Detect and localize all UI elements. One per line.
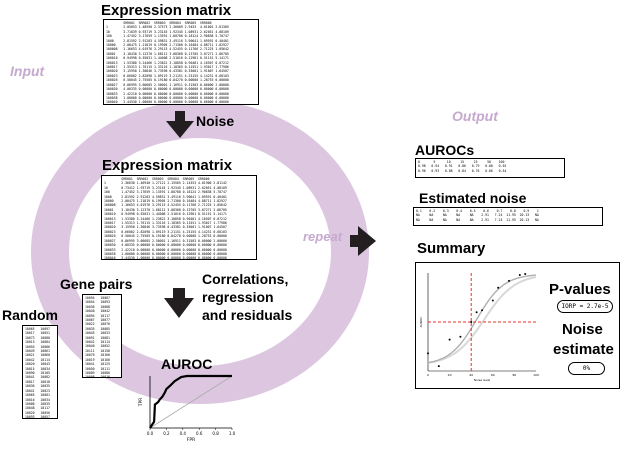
input-label: Input: [10, 63, 45, 79]
estimated-noise-title: Estimated noise: [419, 190, 527, 206]
summary-x-tick-label: 40: [469, 373, 473, 377]
aurocs-table: 0 5 10 15 25 50 100 0.98 0.94 0.91 0.86 …: [418, 160, 507, 173]
summary-fit-curve-light: [427, 276, 537, 364]
summary-point: [524, 272, 527, 275]
p-value-pill: IORP = 2.7e-5: [557, 300, 613, 313]
summary-point: [448, 338, 451, 341]
summary-point: [459, 335, 462, 338]
summary-point: [427, 352, 429, 355]
expression-matrix-top: SRR001 SRR002 SRR003 SRR004 SRR005 SRR00…: [103, 19, 259, 105]
summary-x-tick-label: 100: [533, 373, 539, 377]
roc-x-tick-label: 0.6: [196, 431, 203, 436]
noise-arrow: [166, 111, 194, 138]
random-title: Random: [2, 307, 58, 323]
noise-estimate-line1: Noise: [562, 321, 603, 338]
gene-pairs-list: 10094 10087 10054 10093 10036 10088 1004…: [82, 294, 122, 378]
roc-random-line: [149, 375, 233, 429]
roc-x-label: FPR: [187, 437, 195, 442]
gene-pairs-table: 10094 10087 10054 10093 10036 10088 1004…: [85, 296, 110, 378]
summary-point: [497, 286, 500, 289]
summary-point: [491, 299, 494, 302]
auroc-title: AUROC: [161, 356, 213, 372]
summary-title: Summary: [417, 240, 486, 257]
noise-estimate-line2: estimate: [553, 341, 614, 358]
summary-x-tick-label: 80: [512, 373, 516, 377]
expression-matrix-mid-title: Expression matrix: [102, 157, 233, 174]
roc-x-tick-label: 0.8: [212, 431, 219, 436]
noise-estimate-pill: 0%: [568, 362, 605, 375]
correlations-arrow: [164, 288, 194, 318]
random-table: 10065 10097 10017 10051 10073 10080 1001…: [25, 327, 50, 419]
roc-x-tick-label: 0.0: [147, 431, 154, 436]
correlations-label: Correlations, regression and residuals: [202, 270, 292, 324]
output-arrow: [350, 226, 376, 256]
summary-point: [475, 311, 478, 314]
roc-y-label: TPR: [138, 398, 144, 408]
output-label: Output: [452, 108, 498, 124]
summary-y-label: AUROC: [419, 317, 423, 328]
random-list: 10065 10097 10017 10051 10073 10080 1001…: [22, 325, 58, 419]
summary-point: [437, 365, 440, 368]
summary-chart: 0 20 40 60 80 100 Noise level AUROC: [419, 272, 539, 382]
noise-label: Noise: [196, 113, 235, 129]
expression-matrix-mid: SRR001 SRR002 SRR003 SRR004 SRR005 SRR00…: [101, 175, 257, 260]
correlations-line3: and residuals: [202, 307, 293, 323]
p-values-label: P-values: [549, 281, 611, 298]
aurocs-table-box: 0 5 10 15 25 50 100 0.98 0.94 0.91 0.86 …: [415, 158, 565, 178]
expression-matrix-top-table: SRR001 SRR002 SRR003 SRR004 SRR005 SRR00…: [106, 21, 229, 105]
summary-point: [470, 321, 473, 323]
roc-x-tick-label: 0.4: [180, 431, 187, 436]
summary-x-tick-label: 0: [427, 373, 429, 377]
correlations-line2: regression: [202, 289, 274, 305]
repeat-ring: [31, 100, 369, 404]
repeat-label: repeat: [303, 229, 343, 244]
expression-matrix-top-title: Expression matrix: [101, 2, 232, 19]
summary-point: [518, 273, 521, 276]
roc-x-tick-label: 0.2: [163, 431, 170, 436]
summary-fit-curve: [427, 274, 537, 364]
roc-curve: [149, 374, 232, 429]
aurocs-title: AUROCs: [415, 142, 475, 158]
roc-x-tick-label: 1.0: [229, 431, 236, 436]
summary-box: 0 20 40 60 80 100 Noise level AUROC P-values IO…: [415, 262, 620, 389]
summary-x-tick-label: 20: [448, 373, 452, 377]
summary-x-tick-label: 60: [491, 373, 495, 377]
estimated-noise-table-box: 0.1 0.2 0.3 0.4 0.5 0.6 0.7 0.8 0.9 1 NA…: [413, 207, 603, 226]
summary-point: [508, 279, 510, 282]
gene-pairs-title: Gene pairs: [60, 276, 133, 292]
expression-matrix-mid-table: SRR001 SRR002 SRR003 SRR004 SRR005 SRR00…: [104, 177, 227, 260]
auroc-chart: 0.0 0.2 0.4 0.6 0.8 1.0 FPR TPR: [138, 374, 236, 442]
summary-x-label: Noise level: [474, 378, 491, 382]
correlations-line1: Correlations,: [202, 271, 289, 287]
summary-point: [481, 309, 483, 312]
estimated-noise-table: 0.1 0.2 0.3 0.4 0.5 0.6 0.7 0.8 0.9 1 NA…: [416, 209, 539, 222]
